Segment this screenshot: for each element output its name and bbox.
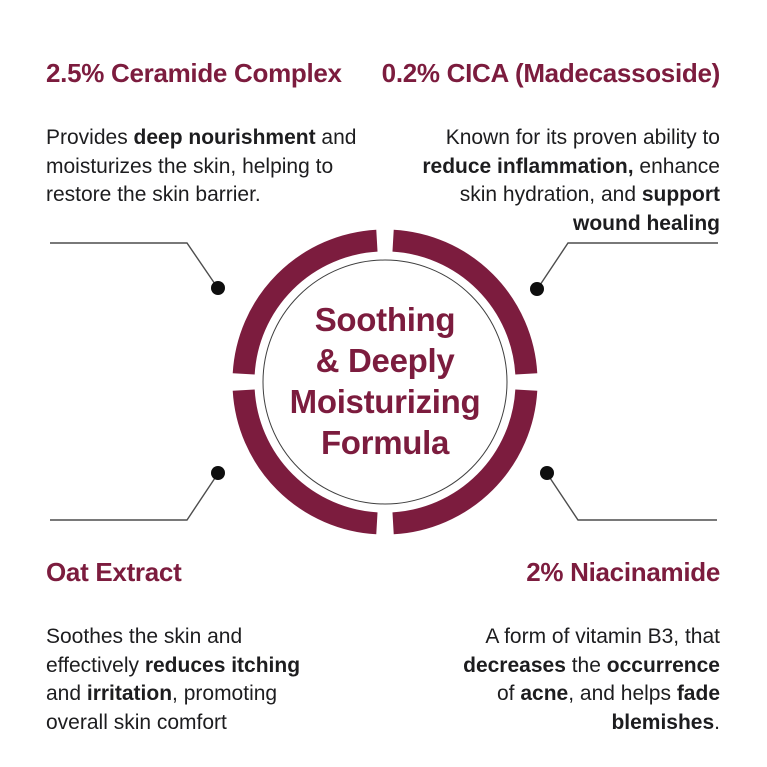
ingredient-block-ceramide: 2.5% Ceramide Complex Provides deep nour…: [46, 57, 394, 210]
connector-dot-top-right: [530, 282, 544, 296]
ingredient-description-oat-extract: Soothes the skin and effectively reduces …: [46, 625, 301, 734]
ingredient-title-oat-extract: Oat Extract: [46, 557, 182, 587]
leader-line-top-left: [50, 242, 216, 285]
inner-hairline-circle: [262, 259, 508, 505]
ingredient-description-niacinamide: A form of vitamin B3, that decreases the …: [463, 625, 720, 734]
formula-ring-arc-top-right: [392, 229, 538, 375]
ingredient-block-oat-extract: Oat Extract Soothes the skin and effectiv…: [46, 556, 394, 737]
ingredient-title-niacinamide: 2% Niacinamide: [526, 557, 720, 587]
center-formula-label: Soothing & Deeply Moisturizing Formula: [289, 301, 481, 461]
leader-line-top-right: [539, 242, 718, 286]
connector-dot-top-left: [211, 281, 225, 295]
connector-dot-bottom-left: [211, 466, 225, 480]
ingredient-block-cica: 0.2% CICA (Madecassoside) Known for its …: [372, 57, 721, 238]
ingredient-description-cica: Known for its proven ability to reduce in…: [422, 126, 720, 235]
formula-ring-arc-top-left: [232, 229, 378, 375]
formula-ring-arc-bottom-right: [392, 389, 538, 535]
leader-line-bottom-left: [50, 477, 216, 521]
ingredient-block-niacinamide: 2% Niacinamide A form of vitamin B3, tha…: [372, 556, 720, 737]
ingredient-title-cica: 0.2% CICA (Madecassoside): [381, 58, 721, 88]
connector-dot-bottom-right: [540, 466, 554, 480]
leader-line-bottom-right: [549, 477, 717, 521]
ingredient-title-ceramide: 2.5% Ceramide Complex: [46, 58, 342, 88]
formula-ring-arc-bottom-left: [232, 389, 378, 535]
ingredient-description-ceramide: Provides deep nourishment and moisturizes…: [46, 126, 357, 206]
